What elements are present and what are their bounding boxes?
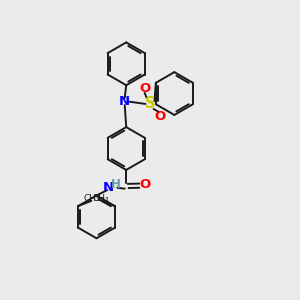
Text: N: N <box>103 181 114 194</box>
Text: H: H <box>111 178 121 191</box>
Text: O: O <box>139 82 150 95</box>
Text: CH₃: CH₃ <box>83 194 100 203</box>
Text: O: O <box>139 178 150 191</box>
Text: N: N <box>119 95 130 108</box>
Text: S: S <box>145 96 155 111</box>
Text: CH₃: CH₃ <box>93 194 110 203</box>
Text: O: O <box>155 110 166 123</box>
